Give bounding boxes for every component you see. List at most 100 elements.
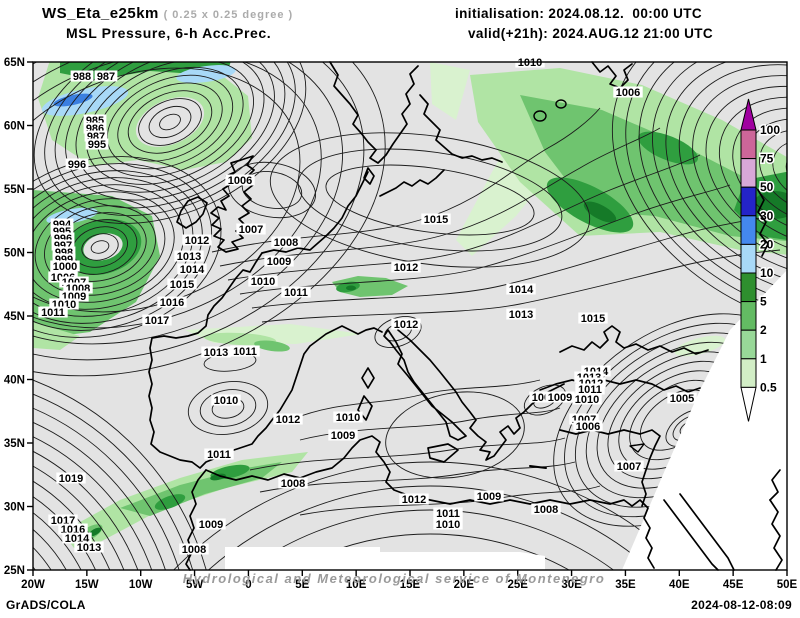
lon-axis-label: 10W — [129, 579, 153, 591]
lon-axis-label: 5E — [295, 579, 309, 591]
pressure-label: 1011 — [41, 307, 65, 319]
lon-axis-label: 5W — [186, 579, 203, 591]
legend-value: 30 — [760, 209, 774, 223]
pressure-label: 1006 — [228, 175, 252, 187]
legend-value: 20 — [760, 237, 774, 251]
lat-axis-label: 65N — [4, 57, 25, 69]
coast-gulf — [769, 499, 783, 571]
coast-sicily — [427, 443, 459, 463]
precipitation-shading — [33, 62, 787, 548]
lon-axis-label: 30E — [561, 579, 582, 591]
pressure-label: 1013 — [204, 347, 228, 359]
coast-sardinia — [357, 395, 373, 421]
lat-axis-label: 60N — [4, 121, 25, 133]
pressure-label: 1016 — [160, 297, 184, 309]
coast-cyprus — [629, 443, 645, 453]
lon-axis-label: 15E — [400, 579, 421, 591]
pressure-label: 1013 — [77, 542, 101, 554]
legend-value: 10 — [760, 266, 774, 280]
pressure-label: 988 — [73, 71, 91, 83]
coast-crete — [529, 465, 547, 469]
pressure-label: 1009 — [199, 519, 223, 531]
pressure-label: 1008 — [274, 237, 298, 249]
pressure-label: 1009 — [331, 430, 355, 442]
pressure-label: 1005 — [670, 393, 694, 405]
coast-morocco-atlantic — [185, 469, 207, 571]
pressure-label: 1012 — [394, 319, 418, 331]
pressure-label: 1009 — [548, 392, 572, 404]
pressure-label: 1014 — [180, 264, 205, 276]
pressure-label: 1008 — [534, 504, 558, 516]
pressure-label: 1011 — [578, 384, 602, 396]
legend-value: 2 — [760, 323, 767, 337]
lat-axis-label: 30N — [4, 502, 25, 514]
pressure-label: 1015 — [170, 279, 194, 291]
coast-red-sea-west — [663, 499, 719, 571]
pressure-label: 1011 — [436, 508, 460, 520]
pressure-labels: 988 9879859869879959969949959969979989991… — [38, 56, 697, 556]
pressure-label: 1008 — [281, 478, 305, 490]
coast-denmark — [363, 167, 375, 185]
lon-axis-label: 50E — [777, 579, 798, 591]
pressure-label: 1012 — [276, 414, 300, 426]
pressure-label: 1006 — [616, 87, 640, 99]
coast-black-sea-south — [539, 379, 701, 393]
map-axes: 20W 15W 10W 5W 0 5E 10E 15E 20E 25E 30E 35E 40E 45E 50… — [4, 57, 798, 591]
lon-axis-label: 25E — [507, 579, 528, 591]
valid-time: valid(+21h): 2024.AUG.12 21:00 UTC — [468, 26, 714, 41]
coast-italy — [383, 329, 467, 441]
pressure-label: 1017 — [145, 315, 169, 327]
coast-red-sea-east — [679, 493, 735, 571]
pressure-label: 1014 — [509, 284, 534, 296]
pressure-label: 1010 — [518, 57, 542, 69]
pressure-label: 1010 — [251, 276, 275, 288]
model-resolution: ( 0.25 x 0.25 degree ) — [163, 9, 294, 21]
pressure-label: 1010 — [436, 519, 460, 531]
legend-value: 50 — [760, 180, 774, 194]
pressure-label: 995 — [88, 139, 106, 151]
pressure-label: 1009 — [477, 491, 501, 503]
coast-iberia-france — [148, 252, 383, 469]
precip-legend: 100 75 50 30 20 10 5 2 1 0.5 — [740, 98, 782, 422]
pressure-label: 1013 — [509, 309, 533, 321]
lon-axis-label: 20W — [21, 579, 45, 591]
lon-axis-label: 20E — [454, 579, 475, 591]
pressure-label: 987 — [97, 71, 115, 83]
legend-value: 0.5 — [760, 380, 777, 394]
coast-ireland — [176, 196, 208, 229]
legend-value: 1 — [760, 352, 767, 366]
pressure-label: 1000 — [53, 261, 77, 273]
pressure-label: 1007 — [239, 224, 263, 236]
lat-axis-label: 25N — [4, 565, 25, 577]
initialisation-time: initialisation: 2024.08.12. 00:00 UTC — [455, 6, 703, 21]
legend-value: 5 — [760, 295, 767, 309]
pressure-label: 1011 — [233, 346, 257, 358]
creation-timestamp: 2024-08-12-08:09 — [691, 598, 792, 612]
pressure-label: 1010 — [214, 395, 238, 407]
coast-adriatic-greece — [397, 329, 565, 461]
pressure-label: 1008 — [182, 544, 206, 556]
pressure-label: 1007 — [617, 461, 641, 473]
pressure-label: 1019 — [59, 473, 83, 485]
watermark: Hydrological and Meteorological service … — [183, 571, 606, 586]
map-subtitle: MSL Pressure, 6-h Acc.Prec. — [66, 25, 272, 41]
legend-value: 75 — [760, 152, 774, 166]
lon-axis-label: 35E — [615, 579, 636, 591]
pressure-label: 1011 — [207, 449, 231, 461]
coast-great-britain — [210, 155, 255, 253]
pressure-label: 1009 — [267, 256, 291, 268]
lat-axis-label: 55N — [4, 184, 25, 196]
legend-value: 100 — [760, 123, 780, 137]
pressure-label: 1012 — [394, 262, 418, 274]
lon-axis-label: 15W — [75, 579, 99, 591]
lon-axis-label: 0 — [245, 579, 251, 591]
pressure-label: 1013 — [177, 251, 201, 263]
pressure-label: 1012 — [402, 494, 426, 506]
pressure-label: 1010 — [336, 412, 360, 424]
grads-credit: GrADS/COLA — [6, 598, 86, 612]
lon-axis-label: 10E — [346, 579, 367, 591]
lat-axis-label: 50N — [4, 248, 25, 260]
lon-axis-label: 45E — [723, 579, 744, 591]
lat-axis-label: 45N — [4, 311, 25, 323]
